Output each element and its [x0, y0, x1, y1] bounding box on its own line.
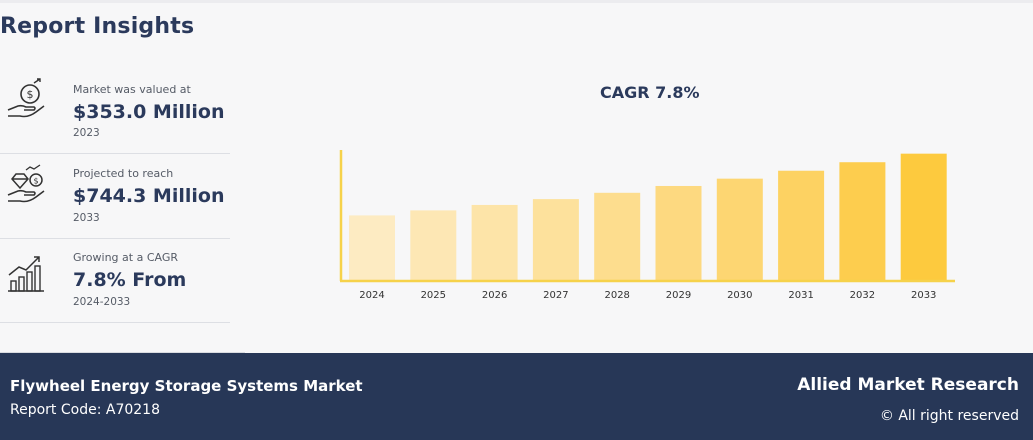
- bar-2025: [410, 210, 457, 280]
- chart-title: CAGR 7.8%: [600, 83, 700, 102]
- bar-2029: [655, 185, 702, 280]
- stat-year: 2033: [73, 212, 100, 224]
- stat-year: 2023: [73, 127, 100, 139]
- svg-text:$: $: [33, 177, 38, 186]
- svg-text:$: $: [27, 88, 34, 101]
- stat-caption: Projected to reach: [73, 167, 174, 180]
- copyright-notice: © All right reserved: [879, 408, 1019, 424]
- top-rule: [0, 0, 1033, 3]
- stat-value: $744.3 Million: [73, 185, 225, 207]
- stat-cagr: Growing at a CAGR 7.8% From 2024-2033: [0, 239, 230, 323]
- stat-market-value: $ Market was valued at $353.0 Million 20…: [0, 70, 230, 154]
- x-tick-label: 2027: [543, 290, 568, 301]
- x-tick-label: 2024: [359, 290, 384, 301]
- page-title: Report Insights: [0, 14, 195, 39]
- x-tick-label: 2033: [911, 290, 936, 301]
- x-tick-label: 2026: [482, 290, 507, 301]
- stat-year: 2024-2033: [73, 296, 131, 308]
- x-tick-label: 2029: [666, 290, 691, 301]
- stat-caption: Growing at a CAGR: [73, 251, 179, 264]
- bar-chart: 2024 2025 2026 2027 2028 2029 2030 2031 2032 2033: [339, 150, 955, 301]
- growth-bar-chart-icon: [8, 256, 44, 292]
- stat-value: $353.0 Million: [73, 101, 225, 123]
- brand-name: Allied Market Research: [797, 375, 1019, 395]
- bar-2026: [471, 204, 518, 280]
- bar-2028: [594, 192, 641, 280]
- x-tick-label: 2025: [421, 290, 446, 301]
- diamond-coin-hand-icon: $: [7, 164, 45, 203]
- bar-2030: [716, 178, 763, 280]
- bar-2032: [839, 162, 886, 280]
- x-tick-label: 2030: [727, 290, 752, 301]
- stat-value: 7.8% From: [73, 269, 187, 291]
- x-tick-label: 2028: [604, 290, 629, 301]
- bar-2027: [532, 199, 579, 280]
- bar-2031: [778, 170, 825, 280]
- stat-projected-value: $ Projected to reach $744.3 Million 2033: [0, 155, 230, 239]
- footer-bar: Flywheel Energy Storage Systems Market R…: [0, 353, 1033, 440]
- stat-caption: Market was valued at: [73, 83, 191, 96]
- market-name: Flywheel Energy Storage Systems Market: [10, 377, 363, 395]
- x-tick-label: 2031: [788, 290, 813, 301]
- report-code: Report Code: A70218: [10, 402, 160, 418]
- bar-2024: [349, 215, 395, 280]
- x-tick-label: 2032: [850, 290, 875, 301]
- money-hand-icon: $: [7, 78, 45, 118]
- bar-2033: [900, 153, 947, 280]
